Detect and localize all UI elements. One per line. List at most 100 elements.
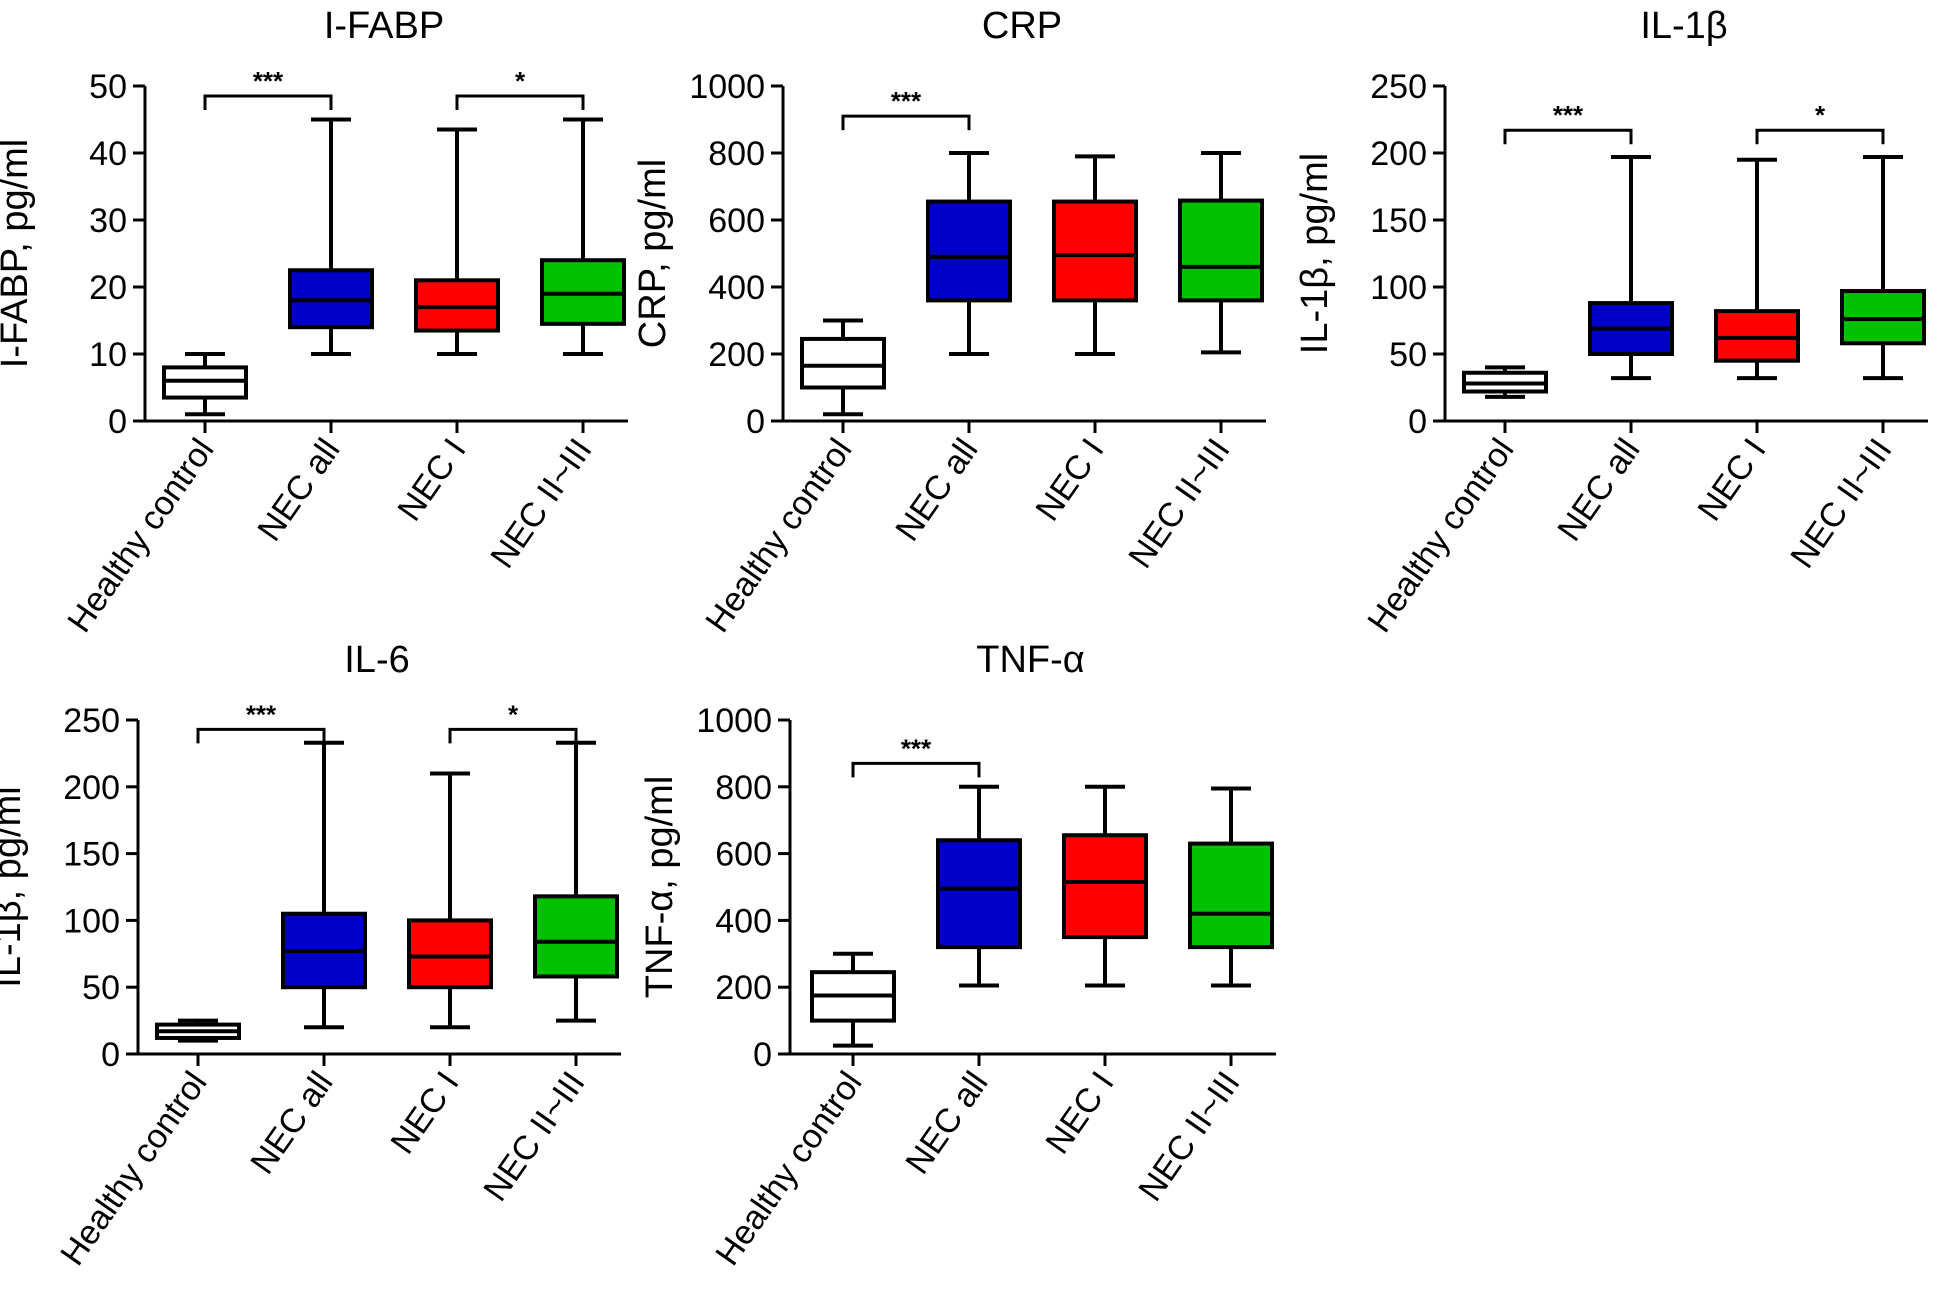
x-category-label: NEC I: [390, 432, 473, 528]
y-tick-label: 800: [715, 769, 772, 807]
box-nec-all: NEC all: [250, 117, 374, 548]
panel-4: TNF-α TNF-α, pg/ml 0 200 400 600 800 1000 Health…: [639, 639, 1276, 1272]
y-tick-label: 1000: [689, 68, 765, 106]
y-tick-label: 200: [715, 969, 772, 1007]
x-category-label: NEC I: [383, 1065, 466, 1161]
significance-bracket: [196, 727, 326, 744]
significance-bracket: [455, 94, 585, 111]
x-category-label: NEC all: [250, 432, 347, 548]
x-category-label: Healthy control: [1360, 432, 1521, 640]
iqr-box: [1840, 289, 1926, 346]
x-category-label: NEC all: [1550, 432, 1647, 548]
iqr-box: [1188, 841, 1274, 950]
x-category-label: NEC II~III: [1783, 432, 1899, 575]
y-axis-label: IL-1β, pg/ml: [0, 786, 29, 987]
box-nec-all: NEC all: [243, 740, 367, 1181]
y-tick-label: 50: [82, 969, 120, 1007]
x-category-label: Healthy control: [698, 432, 859, 640]
panel-3: IL-6 IL-1β, pg/ml 0 50 100 150 200 250 Healthy c…: [0, 639, 621, 1272]
significance-label: ***: [891, 86, 922, 116]
significance-label: ***: [253, 66, 284, 96]
y-tick-label: 800: [708, 135, 765, 173]
iqr-box: [1052, 199, 1138, 303]
iqr-box: [533, 894, 619, 979]
y-axis-label: CRP, pg/ml: [632, 159, 674, 348]
y-axis-label: TNF-α, pg/ml: [639, 776, 681, 999]
box-nec-i: NEC I: [383, 771, 493, 1161]
y-tick-label: 200: [63, 769, 120, 807]
box-nec-ii-iii: NEC II~III: [1783, 155, 1926, 575]
y-tick-label: 1000: [696, 702, 772, 740]
y-tick-label: 600: [715, 836, 772, 874]
significance-bracket: [448, 727, 578, 744]
iqr-box: [1178, 198, 1264, 303]
x-category-label: NEC I: [1690, 432, 1773, 528]
box-nec-ii-iii: NEC II~III: [1121, 151, 1264, 575]
x-category-label: NEC II~III: [476, 1065, 592, 1208]
iqr-box: [926, 199, 1012, 303]
box-healthy-control: Healthy control: [1360, 365, 1548, 640]
iqr-box: [407, 918, 493, 990]
y-tick-label: 0: [1408, 403, 1427, 441]
y-tick-label: 400: [715, 902, 772, 940]
box-healthy-control: Healthy control: [53, 1018, 241, 1272]
y-tick-label: 0: [746, 403, 765, 441]
y-tick-label: 250: [63, 702, 120, 740]
iqr-box: [800, 336, 886, 390]
box-nec-all: NEC all: [898, 784, 1022, 1181]
y-tick-label: 0: [101, 1036, 120, 1074]
significance-label: ***: [1553, 100, 1584, 130]
y-tick-label: 600: [708, 202, 765, 240]
y-tick-label: 100: [1370, 269, 1427, 307]
x-category-label: Healthy control: [60, 432, 221, 640]
y-tick-label: 10: [89, 336, 127, 374]
significance-label: ***: [901, 733, 932, 763]
significance-bracket: [851, 761, 981, 778]
panel-2: IL-1β IL-1β, pg/ml 0 50 100 150 200 250 Healthy …: [1294, 5, 1928, 639]
iqr-box: [936, 838, 1022, 950]
box-nec-i: NEC I: [1028, 154, 1138, 528]
iqr-box: [1062, 833, 1148, 940]
box-nec-all: NEC all: [1550, 155, 1674, 548]
significance-label: *: [1815, 100, 1826, 130]
y-tick-label: 20: [89, 269, 127, 307]
x-category-label: NEC all: [243, 1065, 340, 1181]
x-category-label: NEC all: [898, 1065, 995, 1181]
box-nec-i: NEC I: [1690, 157, 1800, 528]
chart-title: I-FABP: [324, 5, 444, 47]
box-healthy-control: Healthy control: [60, 352, 248, 640]
y-axis-label: IL-1β, pg/ml: [1294, 153, 1336, 354]
y-tick-label: 50: [1389, 336, 1427, 374]
y-tick-label: 0: [108, 403, 127, 441]
chart-title: TNF-α: [976, 639, 1085, 681]
y-tick-label: 400: [708, 269, 765, 307]
x-category-label: NEC II~III: [1121, 432, 1237, 575]
chart-title: CRP: [982, 5, 1062, 47]
y-tick-label: 50: [89, 68, 127, 106]
y-axis-label: I-FABP, pg/ml: [0, 139, 36, 369]
y-tick-label: 150: [63, 836, 120, 874]
chart-title: IL-6: [344, 639, 409, 681]
chart-title: IL-1β: [1640, 5, 1727, 47]
x-category-label: NEC II~III: [1131, 1065, 1247, 1208]
y-tick-label: 30: [89, 202, 127, 240]
panel-1: CRP CRP, pg/ml 0 200 400 600 800 1000 Healthy co…: [632, 5, 1266, 639]
iqr-box: [1714, 309, 1800, 363]
y-tick-label: 150: [1370, 202, 1427, 240]
y-tick-label: 40: [89, 135, 127, 173]
x-category-label: NEC all: [888, 432, 985, 548]
y-tick-label: 200: [1370, 135, 1427, 173]
box-nec-ii-iii: NEC II~III: [483, 117, 626, 575]
significance-label: *: [508, 699, 519, 729]
significance-bracket: [1503, 128, 1633, 145]
box-nec-ii-iii: NEC II~III: [476, 740, 619, 1208]
x-category-label: NEC I: [1038, 1065, 1121, 1161]
significance-bracket: [841, 114, 971, 131]
box-nec-i: NEC I: [390, 127, 500, 528]
y-tick-label: 0: [753, 1036, 772, 1074]
x-category-label: NEC II~III: [483, 432, 599, 575]
significance-label: ***: [246, 699, 277, 729]
y-tick-label: 100: [63, 902, 120, 940]
significance-label: *: [515, 66, 526, 96]
